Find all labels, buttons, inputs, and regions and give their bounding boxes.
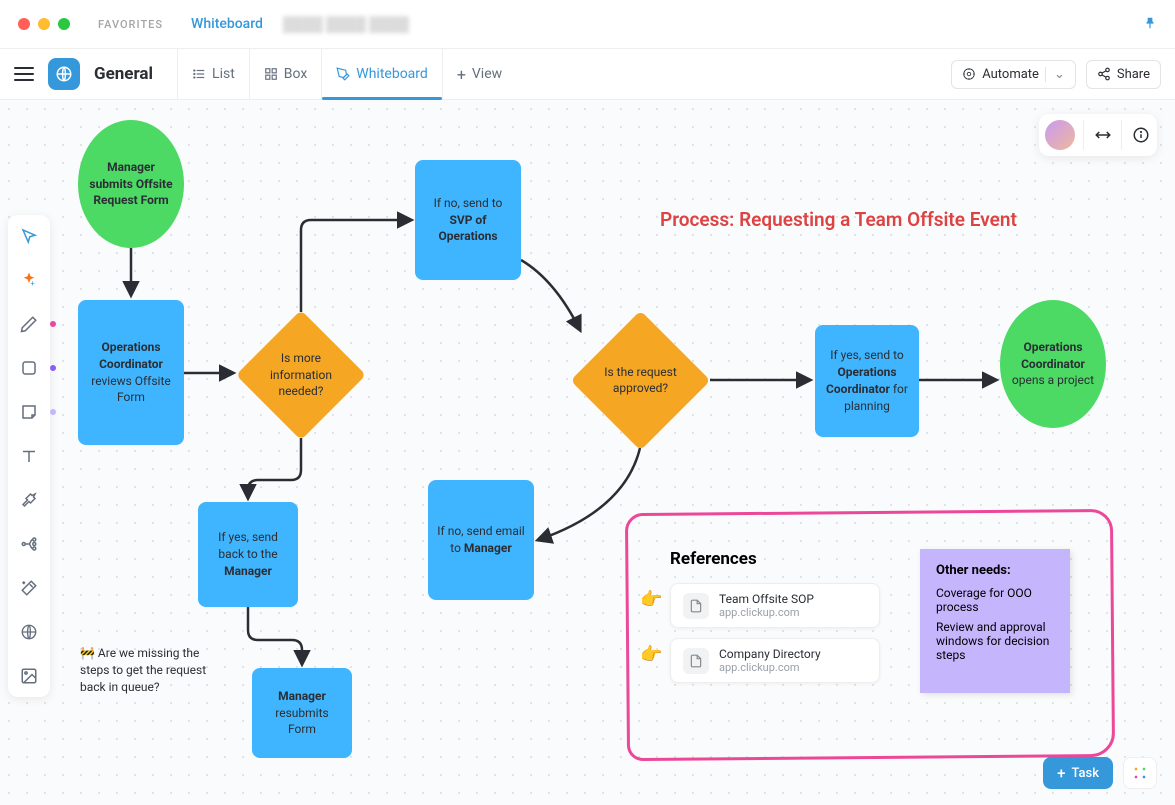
close-window[interactable] <box>18 18 30 30</box>
user-avatar[interactable] <box>1045 120 1075 150</box>
flowchart-node-n5[interactable]: If yes, send back to the Manager <box>198 502 298 607</box>
text-tool[interactable] <box>16 443 42 469</box>
breadcrumb-whiteboard[interactable]: Whiteboard <box>191 16 263 32</box>
pointer-icon: 👉 <box>640 589 662 610</box>
new-task-button[interactable]: + Task <box>1043 757 1113 789</box>
sticky-tool[interactable] <box>16 399 42 425</box>
traffic-lights <box>18 18 70 30</box>
flowchart-node-n9[interactable]: If yes, send to Operations Coordinator f… <box>815 325 919 437</box>
flowchart-node-n4[interactable]: If no, send to SVP of Operations <box>415 160 521 280</box>
tab-whiteboard-label: Whiteboard <box>356 66 428 82</box>
shape-tool[interactable] <box>16 355 42 381</box>
needs-item: Coverage for OOO process <box>936 586 1054 614</box>
flowchart-node-n1[interactable]: Manager submits Offsite Request Form <box>78 120 184 248</box>
pen-tool[interactable] <box>16 311 42 337</box>
space-icon[interactable] <box>48 58 80 90</box>
minimize-window[interactable] <box>38 18 50 30</box>
apps-button[interactable] <box>1123 757 1157 789</box>
whiteboard-canvas[interactable]: + Process: Requesting a Team Offsite Eve… <box>0 100 1175 805</box>
tab-list-label: List <box>212 66 235 82</box>
tab-box[interactable]: Box <box>249 49 322 99</box>
bottom-actions: + Task <box>1043 757 1157 789</box>
add-view-label: View <box>472 66 502 82</box>
view-tabs: List Box Whiteboard + View <box>177 49 516 99</box>
sticky-comment[interactable]: 🚧 Are we missing the steps to get the re… <box>80 645 220 695</box>
pin-icon[interactable] <box>1143 15 1157 34</box>
process-title: Process: Requesting a Team Offsite Event <box>660 208 1017 231</box>
automate-label: Automate <box>982 67 1039 82</box>
ai-tool[interactable]: + <box>16 267 42 293</box>
flowchart-node-n6[interactable]: Manager resubmits Form <box>252 668 352 758</box>
flowchart-node-n7[interactable]: Is the request approved? <box>570 310 710 450</box>
references-panel[interactable]: References 👉 Team Offsite SOP app.clicku… <box>640 525 1100 745</box>
needs-item: Review and approval windows for decision… <box>936 620 1054 662</box>
task-button-label: Task <box>1071 766 1099 781</box>
fit-width-icon[interactable] <box>1083 120 1113 150</box>
document-icon <box>683 593 709 619</box>
reference-url: app.clickup.com <box>719 661 821 674</box>
reference-link[interactable]: Company Directory app.clickup.com <box>670 638 880 683</box>
magic-tool[interactable] <box>16 575 42 601</box>
tab-whiteboard[interactable]: Whiteboard <box>321 49 442 99</box>
needs-title: Other needs: <box>936 563 1054 578</box>
flowchart-node-n8[interactable]: If no, send email to Manager <box>428 480 534 600</box>
pointer-icon: 👉 <box>640 644 662 665</box>
favorites-label: FAVORITES <box>98 18 163 31</box>
document-icon <box>683 648 709 674</box>
reference-name: Team Offsite SOP <box>719 592 814 606</box>
whiteboard-toolbar: + <box>8 215 50 697</box>
tab-list[interactable]: List <box>177 49 249 99</box>
share-button[interactable]: Share <box>1086 60 1161 89</box>
svg-text:+: + <box>31 279 35 288</box>
web-tool[interactable] <box>16 619 42 645</box>
chevron-down-icon: ⌄ <box>1045 67 1065 82</box>
flowchart-node-n2[interactable]: Operations Coordinator reviews Offsite F… <box>78 300 184 445</box>
menu-toggle[interactable] <box>14 67 34 81</box>
info-icon[interactable] <box>1121 120 1151 150</box>
add-view[interactable]: + View <box>442 49 516 99</box>
reference-url: app.clickup.com <box>719 606 814 619</box>
connector-tool[interactable] <box>16 487 42 513</box>
tab-box-label: Box <box>284 66 308 82</box>
breadcrumb-masked: ████ ████ ████ <box>283 16 409 33</box>
canvas-controls <box>1039 114 1157 156</box>
automate-button[interactable]: Automate ⌄ <box>951 60 1076 89</box>
reference-link[interactable]: Team Offsite SOP app.clickup.com <box>670 583 880 628</box>
share-label: Share <box>1117 67 1150 82</box>
image-tool[interactable] <box>16 663 42 689</box>
maximize-window[interactable] <box>58 18 70 30</box>
space-name[interactable]: General <box>94 64 153 84</box>
mindmap-tool[interactable] <box>16 531 42 557</box>
needs-sticky-note[interactable]: Other needs: Coverage for OOO process Re… <box>920 549 1070 693</box>
references-title: References <box>670 549 880 569</box>
flowchart-node-n3[interactable]: Is more information needed? <box>236 310 366 440</box>
main-header: General List Box Whiteboard + View Autom… <box>0 48 1175 100</box>
window-chrome: FAVORITES Whiteboard ████ ████ ████ <box>0 0 1175 48</box>
flowchart-node-n10[interactable]: Operations Coordinator opens a project <box>1000 300 1106 428</box>
cursor-tool[interactable] <box>16 223 42 249</box>
reference-name: Company Directory <box>719 647 821 661</box>
